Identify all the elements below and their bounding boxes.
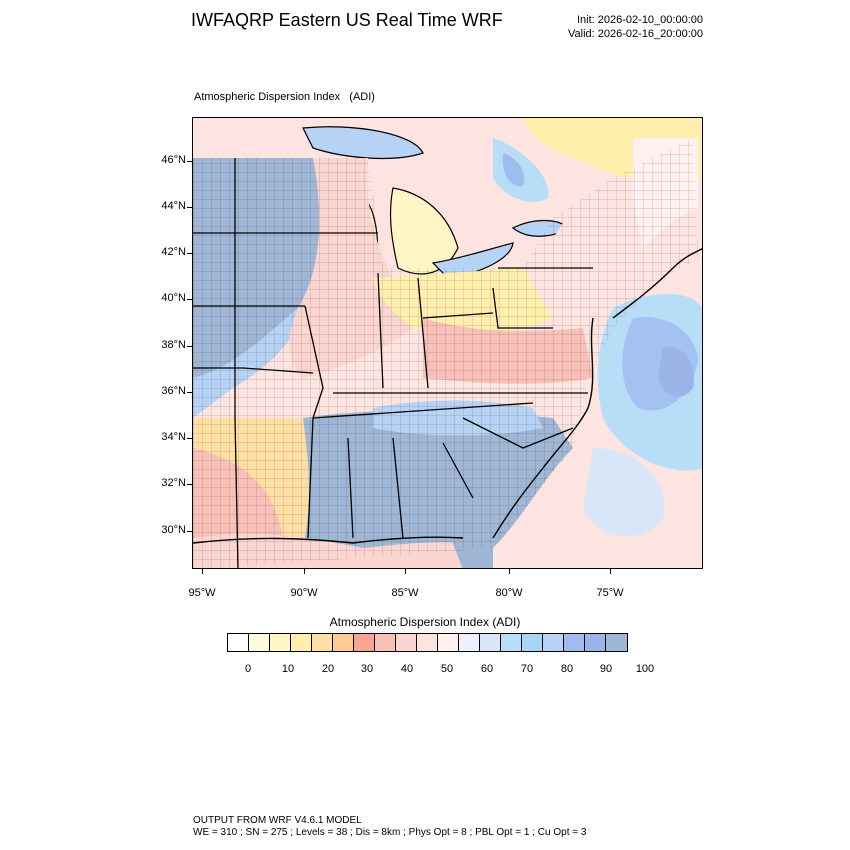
colorbar-swatch-2 bbox=[270, 634, 291, 651]
colorbar-tick-label: 90 bbox=[599, 663, 613, 675]
lat-label-42: 42°N bbox=[161, 246, 186, 258]
lon-tick bbox=[509, 568, 510, 574]
map-canvas bbox=[193, 118, 702, 568]
lon-label-80: 80°W bbox=[495, 587, 523, 599]
lat-tick bbox=[187, 484, 193, 485]
lat-label-36: 36°N bbox=[161, 385, 186, 397]
lat-label-30: 30°N bbox=[161, 524, 186, 536]
colorbar-swatch-15 bbox=[543, 634, 564, 651]
colorbar-swatch-7 bbox=[375, 634, 396, 651]
lon-tick bbox=[610, 568, 611, 574]
colorbar-swatch-10 bbox=[438, 634, 459, 651]
footer-model-line: OUTPUT FROM WRF V4.6.1 MODEL bbox=[193, 815, 362, 826]
colorbar-swatch-0 bbox=[228, 634, 249, 651]
colorbar-swatch-16 bbox=[564, 634, 585, 651]
lon-label-85: 85°W bbox=[391, 587, 419, 599]
plot-title: IWFAQRP Eastern US Real Time WRF bbox=[191, 10, 503, 30]
lat-tick bbox=[187, 207, 193, 208]
lat-label-40: 40°N bbox=[161, 292, 186, 304]
lat-label-32: 32°N bbox=[161, 477, 186, 489]
colorbar-swatch-8 bbox=[396, 634, 417, 651]
colorbar-swatch-5 bbox=[333, 634, 354, 651]
adi-map bbox=[192, 117, 703, 569]
colorbar-title: Atmospheric Dispersion Index (ADI) bbox=[329, 615, 521, 629]
colorbar-tick-label: 80 bbox=[560, 663, 574, 675]
colorbar-tick-label: 50 bbox=[440, 663, 454, 675]
colorbar-tick-label: 100 bbox=[635, 663, 655, 675]
lon-tick bbox=[202, 568, 203, 574]
lat-label-38: 38°N bbox=[161, 339, 186, 351]
colorbar-swatch-14 bbox=[522, 634, 543, 651]
lat-label-46: 46°N bbox=[161, 154, 186, 166]
colorbar-swatch-13 bbox=[501, 634, 522, 651]
colorbar-tick-label: 60 bbox=[480, 663, 494, 675]
colorbar-swatch-3 bbox=[291, 634, 312, 651]
colorbar-tick-label: 0 bbox=[244, 663, 252, 675]
colorbar-tick-label: 70 bbox=[520, 663, 534, 675]
colorbar-swatch-12 bbox=[480, 634, 501, 651]
lon-label-95: 95°W bbox=[188, 587, 216, 599]
lon-tick bbox=[304, 568, 305, 574]
lon-label-90: 90°W bbox=[290, 587, 318, 599]
colorbar-swatch-1 bbox=[249, 634, 270, 651]
lat-tick bbox=[187, 392, 193, 393]
lon-tick bbox=[405, 568, 406, 574]
colorbar-tick-label: 40 bbox=[400, 663, 414, 675]
init-time: Init: 2026-02-10_00:00:00 bbox=[577, 14, 703, 26]
footer-config-line: WE = 310 ; SN = 275 ; Levels = 38 ; Dis … bbox=[193, 827, 587, 838]
colorbar-tick-label: 30 bbox=[360, 663, 374, 675]
lon-label-75: 75°W bbox=[596, 587, 624, 599]
colorbar-swatch-6 bbox=[354, 634, 375, 651]
colorbar-swatch-18 bbox=[606, 634, 627, 651]
lat-tick bbox=[187, 531, 193, 532]
colorbar-tick-label: 10 bbox=[281, 663, 295, 675]
colorbar-swatch-11 bbox=[459, 634, 480, 651]
lat-label-34: 34°N bbox=[161, 431, 186, 443]
lat-label-44: 44°N bbox=[161, 200, 186, 212]
field-label: Atmospheric Dispersion Index (ADI) bbox=[194, 91, 375, 103]
colorbar bbox=[227, 633, 628, 652]
lat-tick bbox=[187, 299, 193, 300]
lat-tick bbox=[187, 161, 193, 162]
lat-tick bbox=[187, 346, 193, 347]
colorbar-tick-label: 20 bbox=[321, 663, 335, 675]
colorbar-swatch-17 bbox=[585, 634, 606, 651]
colorbar-swatch-4 bbox=[312, 634, 333, 651]
valid-time: Valid: 2026-02-16_20:00:00 bbox=[568, 28, 703, 40]
lat-tick bbox=[187, 253, 193, 254]
lat-tick bbox=[187, 438, 193, 439]
colorbar-swatch-9 bbox=[417, 634, 438, 651]
